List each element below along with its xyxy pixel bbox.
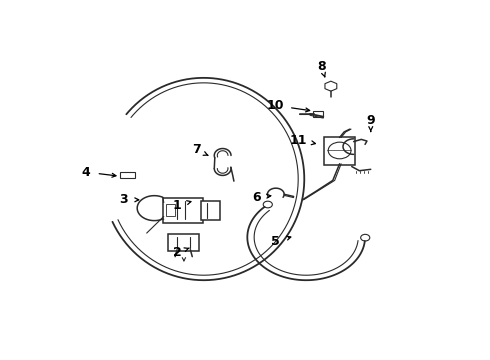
Text: 4: 4: [81, 166, 90, 179]
FancyBboxPatch shape: [169, 234, 199, 251]
Text: 8: 8: [317, 60, 326, 73]
Text: 2: 2: [172, 246, 181, 259]
Text: 9: 9: [367, 114, 375, 127]
Text: 3: 3: [120, 193, 128, 206]
FancyBboxPatch shape: [313, 111, 323, 117]
FancyBboxPatch shape: [324, 136, 355, 165]
Text: 10: 10: [267, 99, 285, 112]
Text: 5: 5: [271, 235, 280, 248]
FancyBboxPatch shape: [120, 172, 135, 178]
Text: 6: 6: [252, 190, 261, 203]
Text: 11: 11: [290, 134, 307, 147]
Text: 1: 1: [172, 199, 181, 212]
FancyBboxPatch shape: [163, 198, 203, 223]
FancyBboxPatch shape: [201, 201, 220, 220]
Text: 7: 7: [192, 143, 200, 157]
Bar: [166, 204, 175, 216]
